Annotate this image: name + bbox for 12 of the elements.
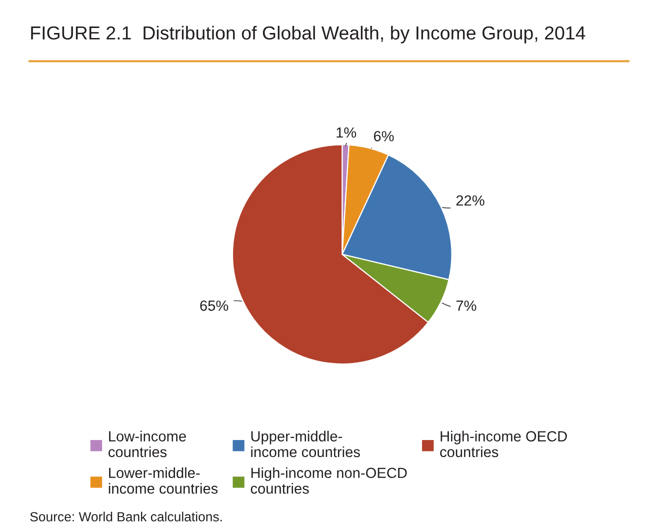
data-label: 1% [336,127,356,138]
legend-label: Lower-middle- income countries [108,467,218,494]
data-label: 22% [456,195,484,206]
data-label: 7% [456,300,476,311]
data-label: 6% [374,131,394,142]
legend-label: Upper-middle- income countries [251,430,360,458]
chart-title: FIGURE 2.1 Distribution of Global Wealth, by Income Group, 2014 [31,26,586,44]
legend-label: High-income non-OECD countries [250,467,407,494]
source-note: Source: World Bank calculations. [30,512,222,522]
legend-label: Low-income countries [108,430,186,458]
data-label: 65% [200,300,228,311]
legend-label: High-income OECD countries [440,430,567,458]
